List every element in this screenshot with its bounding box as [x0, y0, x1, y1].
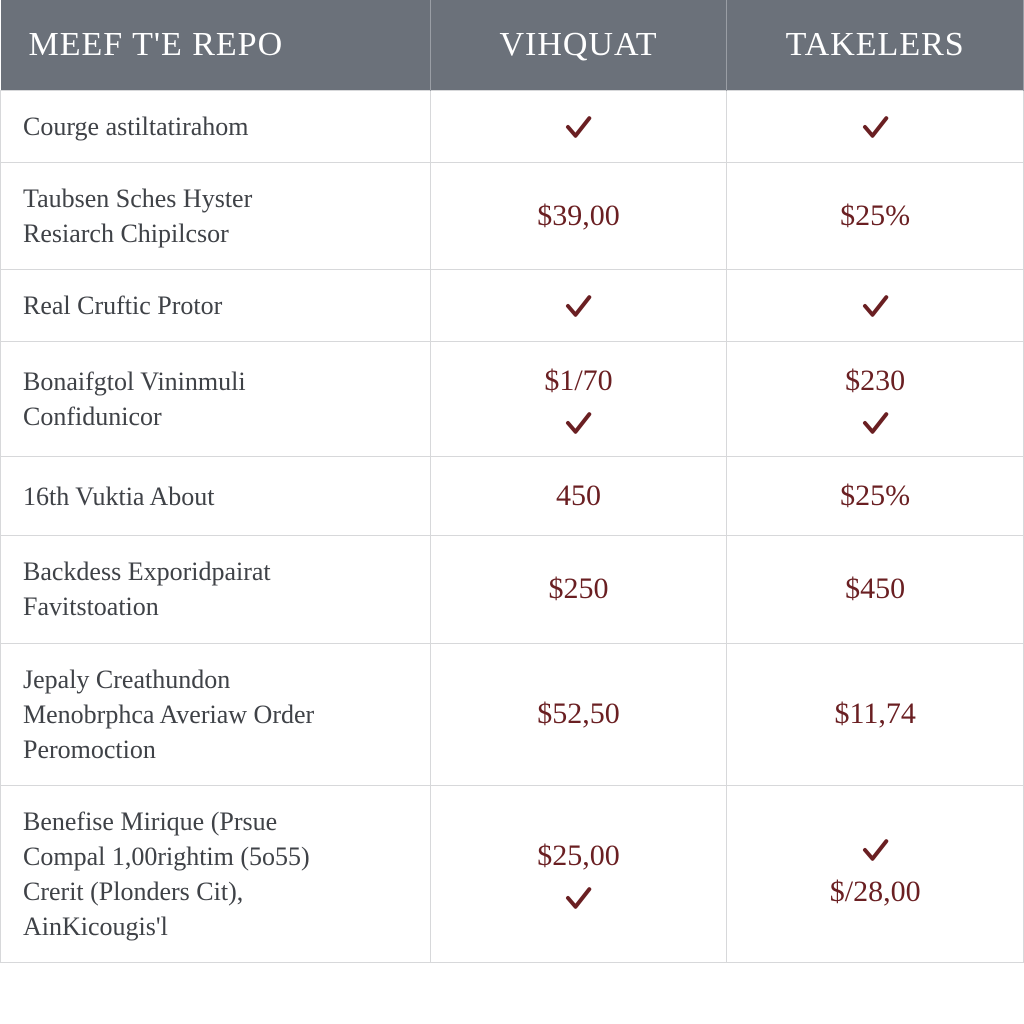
check-icon — [860, 408, 890, 438]
value-col1: $250 — [430, 536, 727, 643]
table-row: Real Cruftic Protor — [1, 270, 1024, 342]
check-icon — [563, 112, 593, 142]
value-col1 — [430, 91, 727, 163]
cell-value: $25,00 — [537, 835, 620, 877]
value-col1: $1/70 — [430, 342, 727, 457]
check-icon — [860, 291, 890, 321]
comparison-table: MEEF T'E REPO VIHQUAT TAKELERS Courge as… — [0, 0, 1024, 963]
table-header-row: MEEF T'E REPO VIHQUAT TAKELERS — [1, 0, 1024, 91]
cell-value: $1/70 — [544, 360, 612, 402]
cell-value: $52,50 — [537, 693, 620, 735]
header-feature: MEEF T'E REPO — [1, 0, 431, 91]
table-row: Courge astiltatirahom — [1, 91, 1024, 163]
value-col1: $39,00 — [430, 163, 727, 270]
cell-value: $/28,00 — [830, 871, 921, 913]
feature-label: Benefise Mirique (PrsueCompal 1,00righti… — [1, 785, 431, 962]
feature-label: Courge astiltatirahom — [1, 91, 431, 163]
feature-label: Jepaly CreathundonMenobrphca Averiaw Ord… — [1, 643, 431, 785]
value-col1: $25,00 — [430, 785, 727, 962]
value-col2: $25% — [727, 457, 1024, 536]
cell-value: $39,00 — [537, 195, 620, 237]
feature-label: Backdess ExporidpairatFavitstoation — [1, 536, 431, 643]
feature-label: Bonaifgtol VininmuliConfidunicor — [1, 342, 431, 457]
cell-value: $230 — [845, 360, 905, 402]
feature-label: Real Cruftic Protor — [1, 270, 431, 342]
value-col2: $25% — [727, 163, 1024, 270]
table-row: Taubsen Sches HysterResiarch Chipilcsor $… — [1, 163, 1024, 270]
cell-value: $25% — [840, 195, 910, 237]
check-icon — [860, 112, 890, 142]
table-row: Bonaifgtol VininmuliConfidunicor $1/70 $23… — [1, 342, 1024, 457]
value-col1: 450 — [430, 457, 727, 536]
value-col2: $230 — [727, 342, 1024, 457]
header-col1: VIHQUAT — [430, 0, 727, 91]
value-col1: $52,50 — [430, 643, 727, 785]
cell-value: 450 — [556, 475, 601, 517]
cell-value: $25% — [840, 475, 910, 517]
check-icon — [563, 883, 593, 913]
feature-label: Taubsen Sches HysterResiarch Chipilcsor — [1, 163, 431, 270]
check-icon — [860, 835, 890, 865]
cell-value: $11,74 — [834, 693, 915, 735]
value-col2: $450 — [727, 536, 1024, 643]
value-col2: $11,74 — [727, 643, 1024, 785]
cell-value: $250 — [548, 568, 608, 610]
table-row: Jepaly CreathundonMenobrphca Averiaw Ord… — [1, 643, 1024, 785]
table-row: Benefise Mirique (PrsueCompal 1,00righti… — [1, 785, 1024, 962]
check-icon — [563, 408, 593, 438]
value-col2 — [727, 270, 1024, 342]
cell-value: $450 — [845, 568, 905, 610]
value-col2 — [727, 91, 1024, 163]
table-row: 16th Vuktia About 450 $25% — [1, 457, 1024, 536]
value-col1 — [430, 270, 727, 342]
feature-label: 16th Vuktia About — [1, 457, 431, 536]
check-icon — [563, 291, 593, 321]
header-col2: TAKELERS — [727, 0, 1024, 91]
value-col2: $/28,00 — [727, 785, 1024, 962]
table-row: Backdess ExporidpairatFavitstoation $250 $… — [1, 536, 1024, 643]
